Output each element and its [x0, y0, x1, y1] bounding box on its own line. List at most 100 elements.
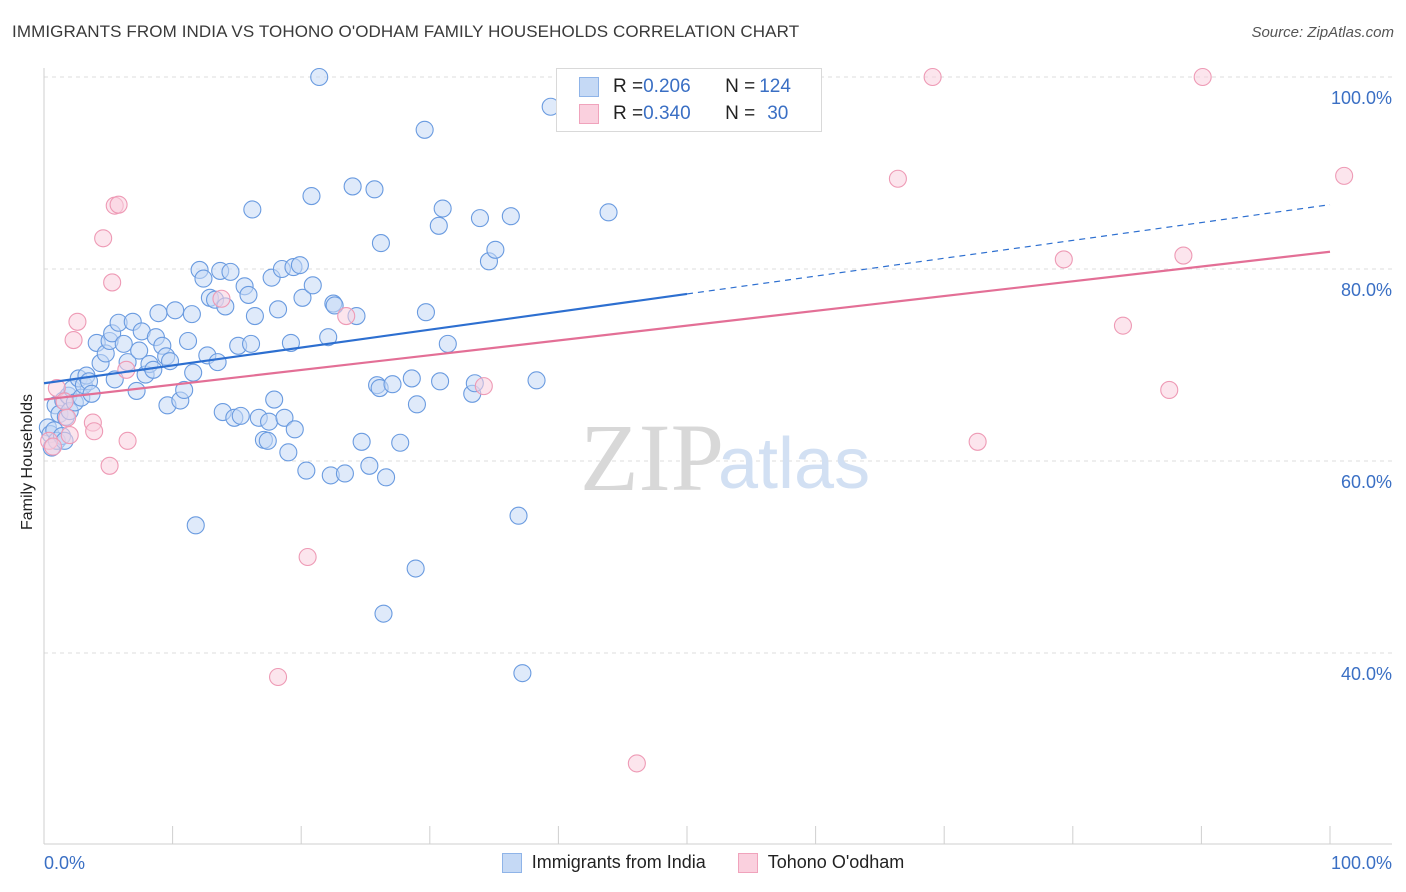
series-legend: Immigrants from India Tohono O'odham	[0, 852, 1406, 873]
point-tohono	[1054, 250, 1073, 269]
y-tick-label: 80.0%	[1341, 280, 1392, 300]
point-india	[182, 305, 201, 324]
point-india	[374, 604, 393, 623]
point-india	[186, 516, 205, 535]
point-india	[303, 276, 322, 295]
legend-label-tohono: Tohono O'odham	[767, 852, 905, 872]
point-india	[433, 199, 452, 218]
watermark-zip: ZIP	[580, 404, 724, 511]
point-india	[406, 559, 425, 578]
point-tohono	[109, 195, 128, 214]
point-tohono	[85, 422, 104, 441]
point-india	[166, 301, 185, 320]
point-india	[310, 67, 329, 87]
point-india	[486, 240, 505, 259]
legend-row-tohono: R = 0.340 N = 30	[579, 103, 788, 125]
point-tohono	[1113, 316, 1133, 335]
point-tohono	[1335, 166, 1354, 185]
point-india	[243, 200, 262, 219]
n-value: 30	[767, 103, 789, 124]
point-india	[470, 209, 490, 228]
n-value: 124	[759, 76, 791, 97]
point-tohono	[298, 547, 317, 567]
x-tick-label-max: 100.0%	[1331, 853, 1392, 873]
point-india	[407, 395, 426, 414]
point-india	[239, 285, 258, 304]
r-label: R =	[613, 76, 644, 97]
point-india	[527, 371, 546, 390]
point-tohono	[68, 312, 87, 331]
point-tohono	[103, 273, 122, 292]
point-tohono	[269, 667, 288, 687]
point-india	[599, 203, 618, 222]
point-india	[231, 406, 250, 425]
point-india	[509, 506, 528, 525]
legend-swatch-tohono	[737, 852, 758, 873]
r-label: R =	[613, 103, 644, 124]
point-india	[371, 234, 390, 253]
trend-line-tohono	[43, 250, 1331, 401]
point-india	[290, 256, 309, 275]
point-india	[130, 341, 149, 360]
point-tohono	[60, 426, 79, 445]
point-india	[149, 304, 168, 323]
point-india	[127, 381, 146, 400]
point-india	[325, 296, 344, 315]
point-tohono	[968, 432, 987, 451]
legend-swatch-india	[579, 77, 599, 97]
regression-lines	[43, 204, 1331, 401]
n-label: N =	[725, 103, 756, 124]
point-india	[275, 408, 294, 427]
legend-item-india: Immigrants from India	[501, 852, 706, 873]
x-tick-label-min: 0.0%	[44, 853, 85, 873]
point-india	[265, 390, 284, 409]
point-tohono	[1193, 67, 1212, 87]
point-tohono	[627, 754, 646, 773]
point-tohono	[1174, 246, 1193, 265]
stats-legend: R = 0.206 N = 124 R = 0.340 N = 30	[556, 68, 822, 132]
y-tick-label: 100.0%	[1331, 88, 1392, 108]
point-india	[285, 420, 304, 439]
point-india	[281, 333, 300, 352]
point-india	[245, 306, 264, 326]
gridlines	[44, 76, 1392, 654]
point-india	[105, 370, 124, 389]
point-india	[352, 432, 371, 451]
point-india	[343, 177, 362, 196]
point-india	[114, 334, 133, 353]
point-tohono	[47, 378, 66, 398]
point-india	[241, 334, 261, 353]
y-tick-labels: 40.0% 60.0% 80.0% 100.0%	[1331, 88, 1392, 684]
point-tohono	[118, 431, 137, 450]
chart-title: IMMIGRANTS FROM INDIA VS TOHONO O'ODHAM …	[12, 22, 800, 41]
watermark-atlas: atlas	[718, 424, 870, 504]
r-value: 0.206	[643, 76, 691, 97]
point-india	[293, 288, 312, 307]
trend-line-india-extension	[686, 204, 1331, 295]
point-india	[279, 443, 298, 462]
trend-line-india	[43, 292, 688, 385]
point-india	[221, 262, 240, 281]
point-tohono	[64, 330, 83, 350]
point-india	[194, 269, 213, 288]
point-india	[269, 300, 288, 319]
point-india	[184, 363, 203, 382]
n-label: N =	[725, 76, 756, 97]
point-india	[258, 431, 277, 450]
point-tohono	[1160, 380, 1179, 400]
point-india	[402, 369, 421, 388]
point-tohono	[888, 169, 907, 188]
point-india	[365, 180, 384, 199]
legend-swatch-india	[501, 852, 522, 873]
point-tohono	[58, 408, 77, 427]
point-tohono	[100, 456, 119, 475]
point-india	[297, 461, 316, 480]
axes	[43, 68, 1392, 845]
point-india	[377, 468, 396, 487]
point-india	[513, 664, 532, 683]
r-value: 0.340	[643, 103, 691, 124]
legend-swatch-tohono	[579, 104, 599, 124]
point-tohono	[923, 67, 942, 87]
point-india	[335, 464, 354, 483]
source-credit: Source: ZipAtlas.com	[1251, 24, 1394, 41]
